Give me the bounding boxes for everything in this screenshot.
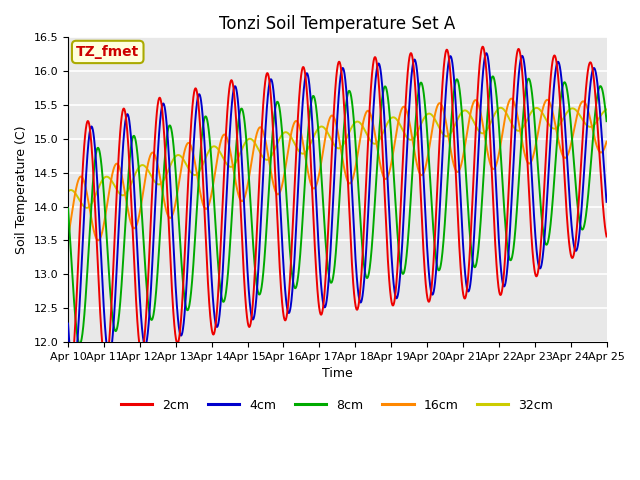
- 8cm: [593, 100, 600, 106]
- 32cm: [126, 184, 134, 190]
- 2cm: [64, 370, 72, 376]
- 16cm: [593, 142, 600, 147]
- Y-axis label: Soil Temperature (C): Soil Temperature (C): [15, 125, 28, 254]
- 8cm: [603, 118, 611, 124]
- 2cm: [126, 166, 134, 171]
- 2cm: [66, 375, 74, 381]
- 32cm: [271, 146, 278, 152]
- 32cm: [593, 120, 600, 125]
- 2cm: [593, 105, 600, 111]
- 8cm: [64, 205, 72, 211]
- 8cm: [271, 109, 278, 115]
- 16cm: [94, 238, 102, 243]
- X-axis label: Time: Time: [322, 367, 353, 380]
- 16cm: [64, 235, 72, 240]
- 4cm: [534, 261, 542, 267]
- 16cm: [294, 120, 302, 126]
- 2cm: [534, 267, 542, 273]
- 4cm: [483, 50, 490, 56]
- 4cm: [603, 199, 611, 205]
- 2cm: [157, 102, 165, 108]
- 4cm: [69, 367, 77, 373]
- 32cm: [64, 189, 72, 194]
- 32cm: [497, 105, 504, 110]
- 16cm: [126, 215, 134, 221]
- Legend: 2cm, 4cm, 8cm, 16cm, 32cm: 2cm, 4cm, 8cm, 16cm, 32cm: [116, 394, 558, 417]
- 8cm: [489, 73, 497, 79]
- Text: TZ_fmet: TZ_fmet: [76, 45, 140, 59]
- Line: 4cm: 4cm: [68, 53, 607, 370]
- 4cm: [593, 72, 600, 78]
- 32cm: [83, 205, 90, 211]
- 16cm: [508, 96, 515, 101]
- 4cm: [294, 185, 302, 191]
- 32cm: [294, 147, 302, 153]
- Line: 32cm: 32cm: [68, 108, 607, 208]
- 8cm: [294, 274, 302, 280]
- 8cm: [126, 157, 134, 163]
- 32cm: [603, 107, 611, 112]
- 4cm: [64, 321, 72, 326]
- Line: 8cm: 8cm: [68, 76, 607, 344]
- Line: 16cm: 16cm: [68, 98, 607, 240]
- 32cm: [534, 106, 542, 111]
- 32cm: [157, 180, 165, 186]
- 8cm: [76, 341, 84, 347]
- Line: 2cm: 2cm: [68, 47, 607, 378]
- 8cm: [157, 204, 165, 210]
- 4cm: [126, 120, 134, 126]
- 4cm: [157, 106, 165, 111]
- 2cm: [294, 112, 302, 118]
- 2cm: [603, 234, 611, 240]
- 16cm: [157, 183, 165, 189]
- 16cm: [271, 186, 278, 192]
- 4cm: [271, 101, 278, 107]
- Title: Tonzi Soil Temperature Set A: Tonzi Soil Temperature Set A: [219, 15, 456, 33]
- 2cm: [271, 161, 278, 167]
- 16cm: [534, 128, 542, 134]
- 2cm: [479, 44, 486, 49]
- 16cm: [603, 139, 611, 144]
- 8cm: [534, 171, 542, 177]
